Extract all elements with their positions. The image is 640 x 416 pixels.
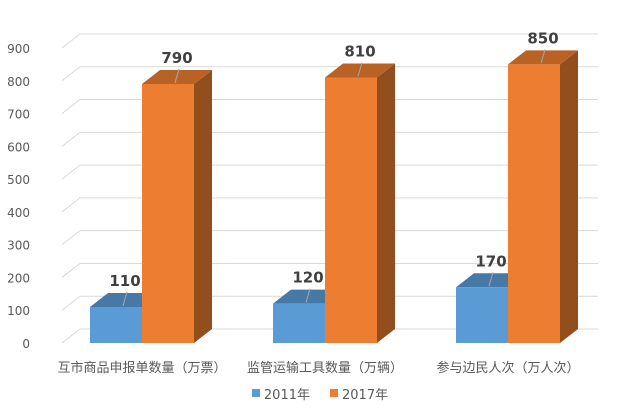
y-tick-label-7: 700 (7, 108, 30, 122)
legend-item-series-1: 2011年 (251, 384, 310, 403)
gridline-3 (61, 230, 598, 246)
data-label-leader-2-2 (357, 62, 363, 77)
data-label-leader-1-1 (122, 291, 128, 307)
data-label-1-2: 120 (292, 269, 323, 287)
bar-side-face (194, 70, 212, 344)
data-label-leader-1-2 (305, 288, 311, 303)
category-label-1: 互市商品申报单数量（万票） (57, 360, 226, 376)
gridline-8 (61, 66, 598, 82)
legend-item-series-2: 2017年 (330, 384, 388, 403)
data-label-leader-2-3 (540, 49, 546, 64)
category-label-3: 参与边民人次（万人次） (436, 360, 579, 376)
gridline-4 (61, 197, 598, 213)
bar-2-1 (142, 70, 212, 344)
y-tick-label-9: 900 (7, 42, 30, 56)
bar-front-face (456, 287, 508, 343)
y-tick-label-6: 600 (7, 140, 30, 154)
gridline-1 (61, 295, 598, 311)
y-tick-label-0: 0 (22, 337, 30, 351)
bar-side-face (377, 63, 395, 343)
gridline-7 (61, 99, 598, 114)
data-label-leader-1-3 (488, 272, 494, 287)
bar-side-face (560, 50, 578, 344)
y-tick-label-2: 200 (7, 271, 30, 285)
gridline-9 (61, 33, 598, 49)
data-label-1-1: 110 (109, 272, 140, 290)
bar-2-3 (508, 50, 578, 344)
legend-swatch-series-2 (330, 389, 338, 397)
data-label-2-1: 790 (161, 49, 192, 67)
bar-front-face (90, 306, 142, 343)
gridline-0 (61, 328, 598, 344)
legend: 2011年 2017年 (0, 383, 640, 403)
legend-label-series-1: 2011年 (263, 387, 310, 403)
gridline-2 (61, 262, 598, 278)
y-tick-label-4: 400 (7, 206, 30, 220)
legend-label-series-2: 2017年 (342, 387, 389, 403)
data-label-2-2: 810 (344, 43, 375, 61)
bar-front-face (142, 84, 194, 344)
data-label-2-3: 850 (527, 29, 558, 47)
bar-2-2 (325, 63, 395, 343)
data-label-1-3: 170 (475, 252, 506, 270)
bar-front-face (508, 64, 560, 343)
legend-swatch-series-1 (251, 389, 260, 397)
y-tick-label-8: 800 (7, 75, 30, 89)
y-tick-label-1: 100 (7, 304, 30, 318)
y-tick-label-3: 300 (7, 239, 30, 253)
category-label-2: 监管运输工具数量（万辆） (247, 360, 403, 376)
bar-front-face (325, 77, 377, 343)
data-label-leader-2-1 (174, 68, 180, 84)
gridline-5 (61, 164, 598, 180)
gridline-6 (61, 131, 598, 147)
y-tick-label-5: 500 (7, 173, 30, 187)
bar-front-face (273, 303, 325, 343)
